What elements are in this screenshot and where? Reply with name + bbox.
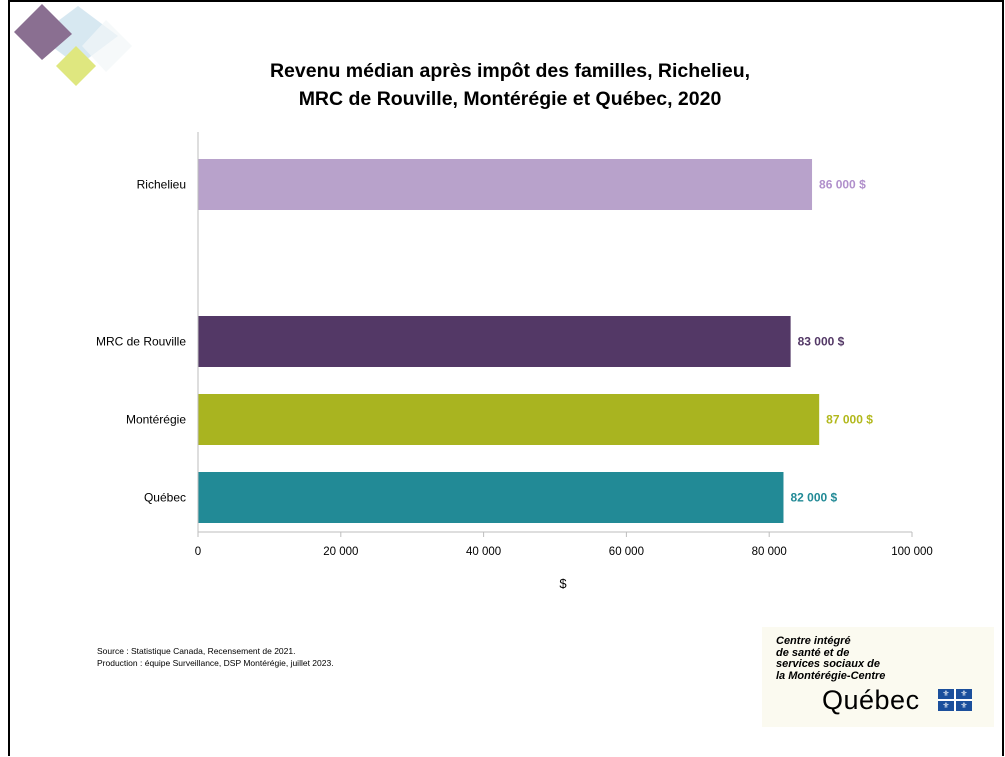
x-tick-label-5: 100 000	[891, 546, 933, 558]
white-diamond	[82, 20, 132, 72]
logo-text: Centre intégré de santé et de services s…	[776, 635, 886, 682]
data-label-0: 86 000 $	[819, 178, 866, 192]
production-note: Production : équipe Surveillance, DSP Mo…	[97, 658, 334, 668]
category-label-0: Richelieu	[137, 178, 186, 192]
x-tick-label-4: 80 000	[752, 546, 787, 558]
chart-title: Revenu médian après impôt des familles, …	[160, 57, 860, 113]
x-tick-label-1: 20 000	[323, 546, 358, 558]
x-tick-label-2: 40 000	[466, 546, 501, 558]
lime-diamond	[56, 46, 96, 86]
x-tick-label-3: 60 000	[609, 546, 644, 558]
category-label-2: Montérégie	[126, 413, 186, 427]
category-label-3: Québec	[144, 491, 186, 505]
fleur-de-lis-flag-icon: ⚜ ⚜ ⚜ ⚜	[938, 689, 972, 711]
source-note: Source : Statistique Canada, Recensement…	[97, 646, 296, 656]
bar-1	[198, 316, 791, 367]
logo-line-1: Centre intégré	[776, 635, 851, 647]
bar-3	[198, 472, 784, 523]
cisss-logo: Centre intégré de santé et de services s…	[762, 627, 994, 727]
chart-title-line-2: MRC de Rouville, Montérégie et Québec, 2…	[298, 88, 722, 110]
purple-diamond	[14, 4, 72, 60]
bar-2	[198, 394, 820, 445]
logo-line-4: la Montérégie-Centre	[776, 669, 886, 682]
quebec-wordmark: Québec	[822, 685, 920, 715]
logo-line-3: services sociaux de	[776, 658, 880, 670]
bar-chart: Richelieu 86 000 $ MRC de Rouville 83 000 $…	[96, 132, 933, 591]
data-label-2: 87 000 $	[826, 413, 873, 427]
x-tick-label-0: 0	[195, 546, 201, 558]
decorative-diamonds	[14, 4, 132, 86]
data-label-3: 82 000 $	[790, 491, 837, 505]
slide: Revenu médian après impôt des familles, …	[8, 0, 1004, 756]
footer-notes: Source : Statistique Canada, Recensement…	[97, 645, 334, 669]
category-label-1: MRC de Rouville	[96, 335, 186, 349]
logo-line-2: de santé et de	[776, 646, 850, 659]
x-axis-label: $	[559, 576, 567, 591]
data-label-1: 83 000 $	[798, 335, 845, 349]
bar-0	[198, 159, 813, 210]
chart-title-line-1: Revenu médian après impôt des familles, …	[269, 60, 751, 82]
